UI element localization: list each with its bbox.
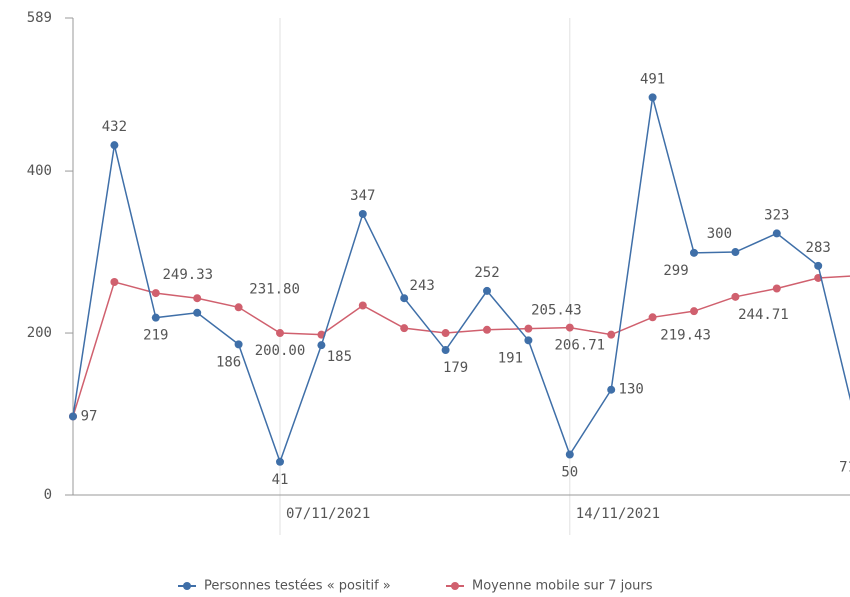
data-label: 231.80 [249,281,300,297]
data-label: 243 [410,278,435,294]
data-point [193,308,202,317]
y-tick-label: 589 [27,10,52,26]
data-label: 323 [764,207,789,223]
data-point [607,385,616,394]
data-label: 249.33 [163,267,214,283]
series-line [72,97,850,465]
data-point [400,294,409,303]
data-label: 186 [216,354,241,370]
data-point [483,286,491,295]
data-label: 206.71 [555,338,606,354]
legend-label: Moyenne mobile sur 7 jours [472,579,653,594]
data-label: 300 [707,226,732,242]
data-point [317,341,326,350]
data-point [110,278,119,287]
data-label: 219 [143,328,168,344]
data-label: 252 [474,265,499,281]
data-label: 244.71 [738,307,789,323]
data-label: 491 [640,71,665,87]
data-label: 41 [272,472,289,488]
data-point [358,209,367,218]
data-label: 283 [806,240,831,256]
data-point [400,324,409,333]
data-point [814,261,823,270]
y-tick-label: 0 [44,487,52,503]
data-point [358,301,367,310]
y-tick-label: 400 [27,163,52,179]
data-point [441,346,450,355]
data-point [441,329,450,338]
data-point [565,450,574,459]
data-point [690,248,698,257]
data-label: 200.00 [255,343,306,359]
data-point [524,324,533,333]
legend: Personnes testées « positif » Moyenne mo… [178,579,653,594]
data-label: 71 [839,460,850,476]
data-point [276,329,284,338]
data-label: 432 [102,119,127,135]
data-label: 191 [498,350,523,366]
data-point [731,248,740,257]
data-label: 179 [443,360,468,376]
data-point [648,313,657,322]
data-point [151,313,160,322]
legend-label: Personnes testées « positif » [204,579,391,594]
data-label: 299 [663,263,688,279]
x-tick-label: 07/11/2021 [286,506,370,522]
data-label: 347 [350,188,375,204]
plot: 249.33 231.80 200.00 205.43 206.71 219.43 244.… [69,71,850,488]
data-point [110,141,119,150]
x-tick-label: 14/11/2021 [576,506,660,522]
data-point [276,457,284,466]
data-point [193,294,202,303]
data-point [234,303,243,312]
series-line [72,275,850,417]
data-point [483,325,491,334]
y-tick-label: 200 [27,325,52,341]
data-label: 205.43 [531,303,582,319]
data-point [524,336,533,345]
data-point [151,289,160,298]
data-point [731,292,740,301]
data-label: 130 [619,382,644,398]
data-label: 97 [81,408,98,424]
data-point [69,412,77,421]
data-point [690,307,698,316]
data-point [607,330,616,339]
data-point [565,323,574,332]
data-label: 50 [561,465,578,481]
legend-marker [451,582,459,590]
data-point [772,229,781,238]
data-label: 219.43 [660,327,711,343]
data-point [234,340,243,349]
data-point [772,284,781,293]
legend-marker [183,582,191,590]
data-point [648,93,657,102]
data-label: 185 [327,349,352,365]
